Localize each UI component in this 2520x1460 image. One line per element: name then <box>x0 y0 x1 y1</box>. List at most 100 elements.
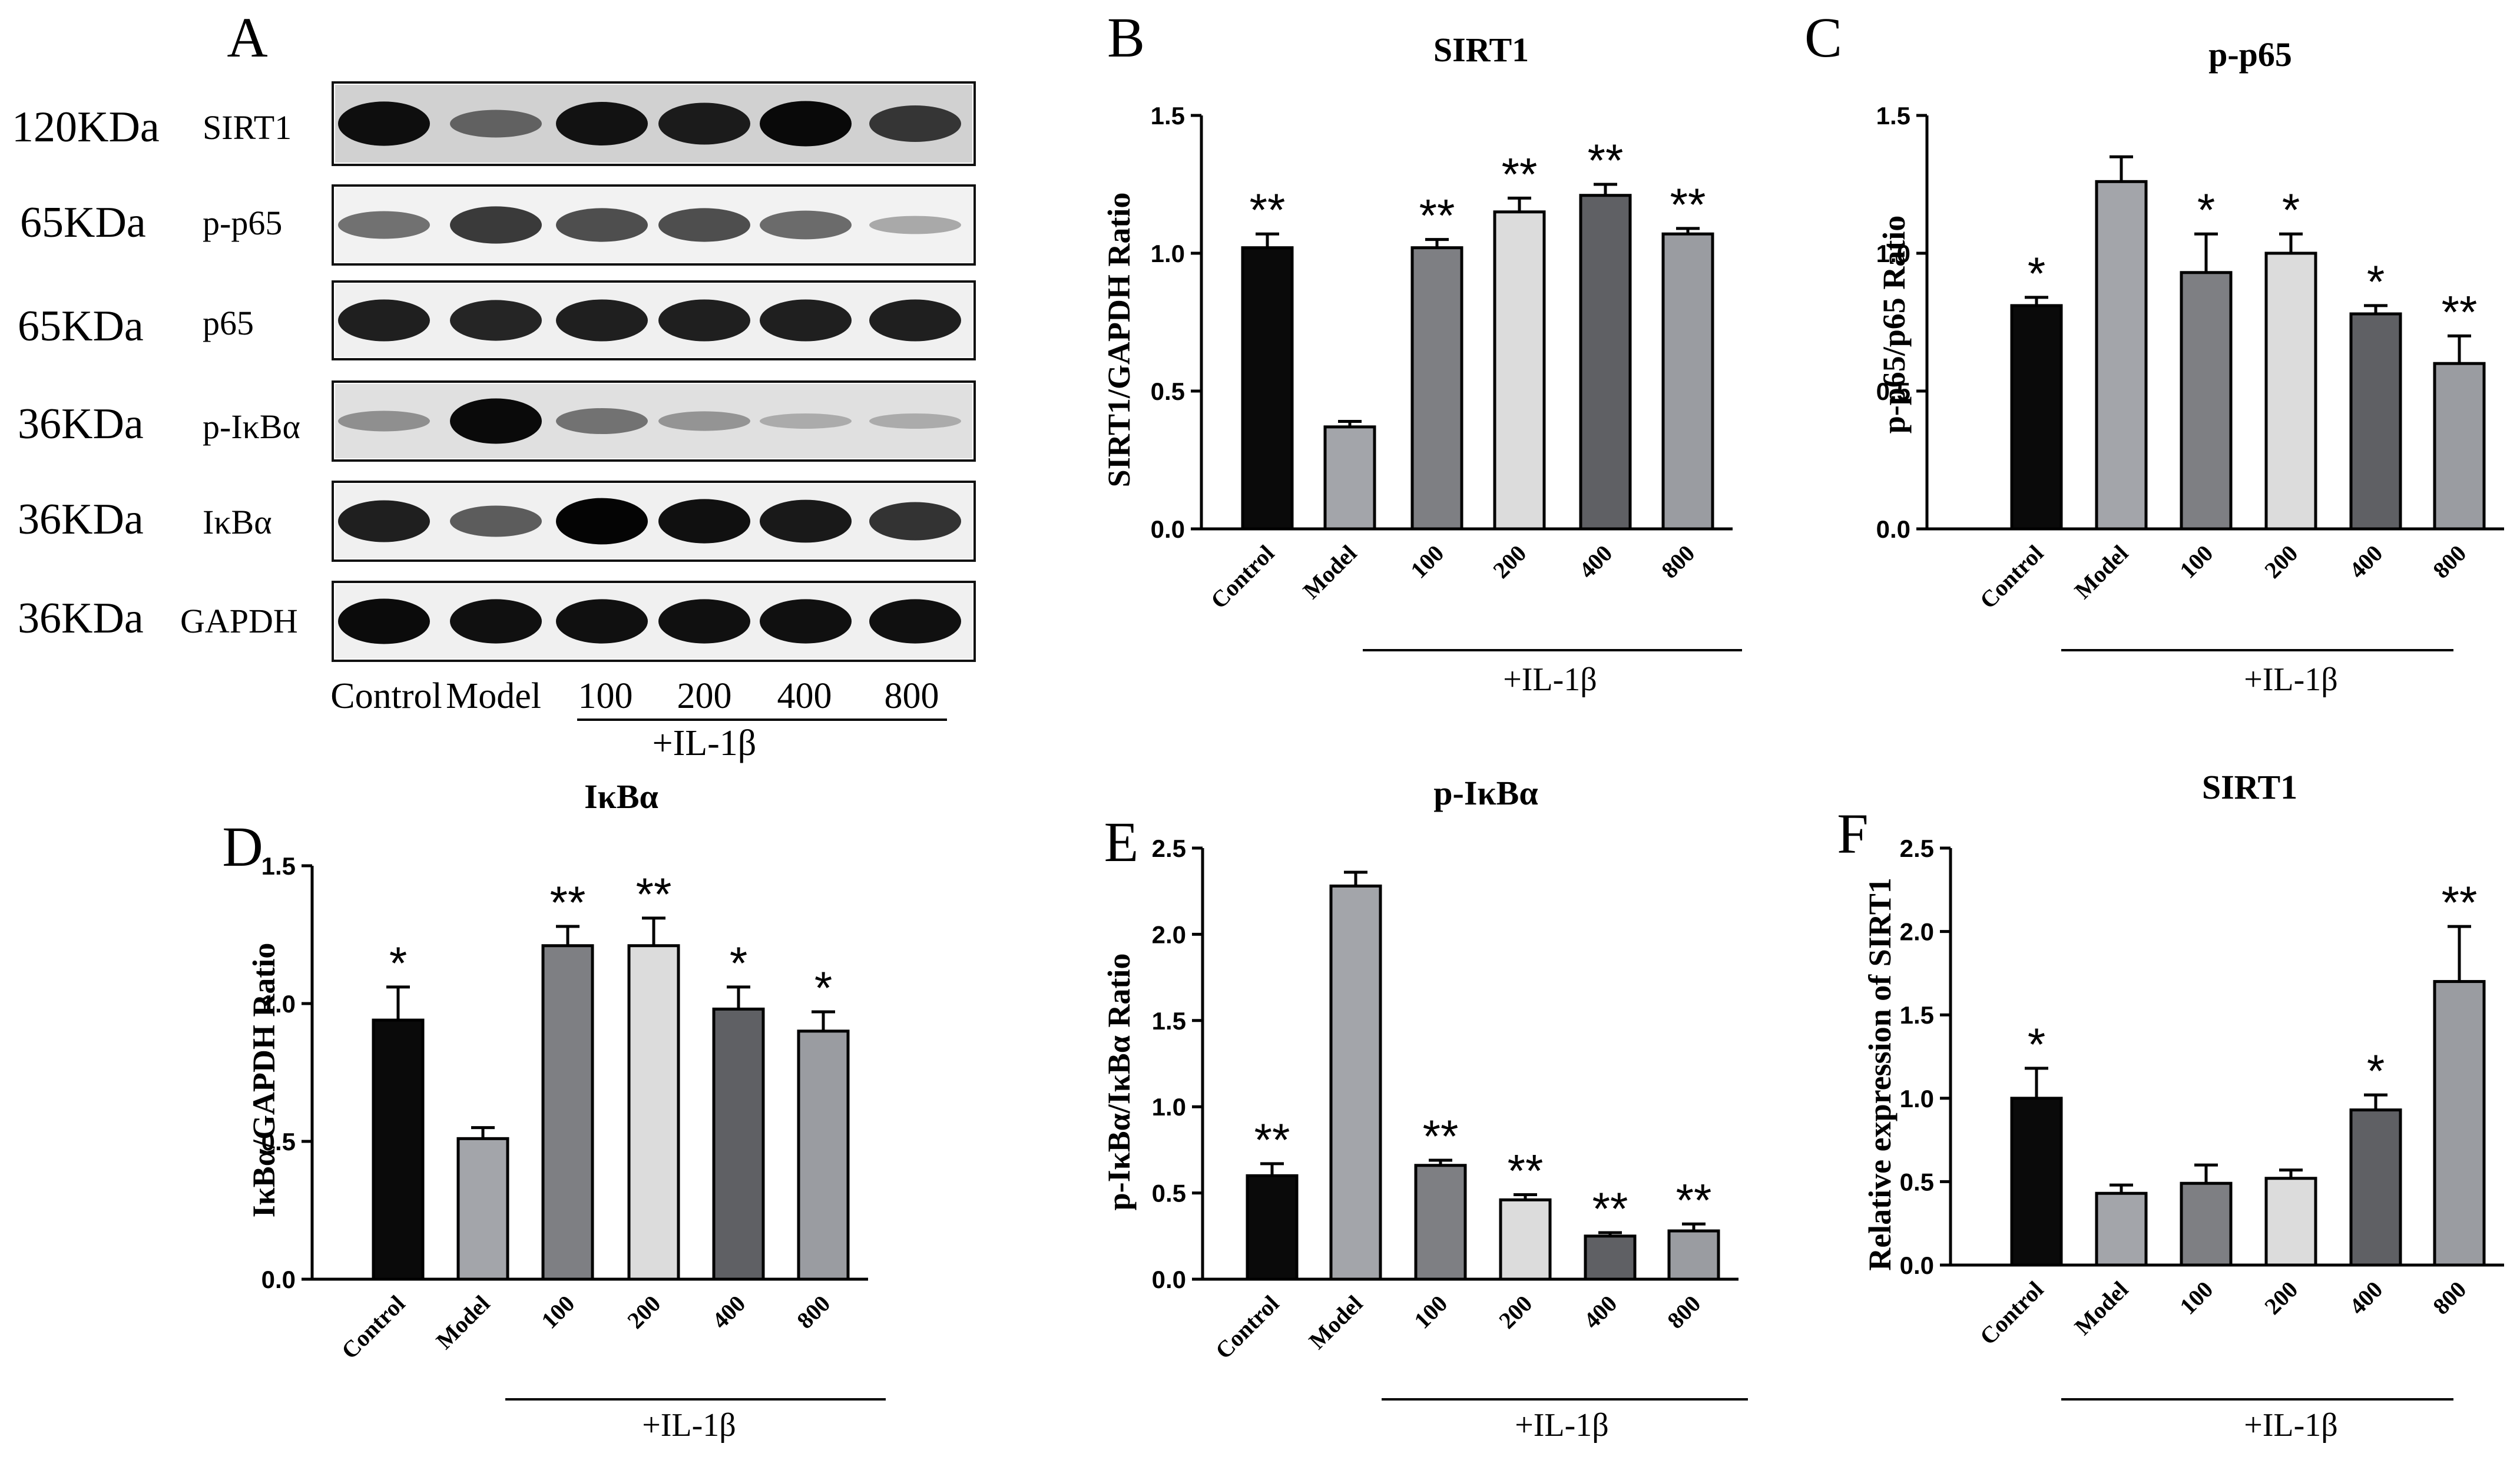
bar <box>1584 1234 1637 1281</box>
blot-band <box>658 499 750 544</box>
chart-title: SIRT1 <box>1433 31 1529 69</box>
bar <box>1499 1198 1552 1281</box>
il1b-group-label: +IL-1β <box>642 1407 736 1444</box>
blot-band <box>869 502 961 541</box>
significance-mark: ** <box>1419 190 1455 241</box>
blot-band <box>556 208 648 242</box>
blot-band <box>450 206 542 244</box>
y-tick-label: 1.5 <box>1151 102 1185 130</box>
significance-mark: ** <box>2442 876 2478 928</box>
bar <box>2010 304 2063 531</box>
il1b-group-label: +IL-1β <box>2244 1407 2338 1444</box>
chart-title: IκBα <box>584 777 658 816</box>
bar <box>372 1018 425 1281</box>
blot-strip <box>332 280 976 360</box>
bar <box>2349 1108 2402 1267</box>
blot-band <box>760 101 852 147</box>
blot-strip <box>332 581 976 662</box>
blot-band <box>556 299 648 342</box>
il1b-group-label: +IL-1β <box>1503 661 1597 698</box>
significance-mark: ** <box>636 868 672 920</box>
significance-mark: * <box>2367 256 2385 307</box>
chart-title: SIRT1 <box>2202 768 2297 806</box>
blot-band <box>338 299 430 342</box>
blot-band <box>338 500 430 542</box>
bar <box>712 1007 765 1281</box>
bar <box>1493 210 1546 531</box>
blot-band <box>869 216 961 234</box>
bar <box>2010 1097 2063 1267</box>
blot-band <box>869 413 961 429</box>
lane-label: 800 <box>885 676 939 716</box>
blot-size-label: 36KDa <box>18 495 144 544</box>
blot-band <box>556 599 648 644</box>
blot-band <box>658 299 750 342</box>
blot-size-label: 120KDa <box>12 103 160 151</box>
blot-band <box>658 411 750 431</box>
blot-protein-label: p-p65 <box>203 204 282 242</box>
chart-title: p-p65 <box>2208 35 2292 74</box>
bar <box>2095 180 2148 531</box>
significance-mark: * <box>2028 1018 2045 1070</box>
blot-background <box>335 85 972 163</box>
y-tick-label: 0.5 <box>1152 1180 1186 1207</box>
chart-panel-f: F SIRT1 Relative expression of SIRT1 +IL… <box>1837 768 2504 1444</box>
significance-mark: ** <box>1423 1110 1459 1162</box>
blot-background <box>335 284 972 357</box>
bar <box>2433 362 2486 531</box>
blot-band <box>760 210 852 240</box>
blot-band <box>869 105 961 142</box>
bar <box>1414 1164 1467 1281</box>
blot-band <box>556 498 648 545</box>
chart-panel-b: B SIRT1 SIRT1/GAPDH Ratio +IL-1β 0.0 0.5 1… <box>1101 6 1742 698</box>
bar <box>1667 1229 1720 1281</box>
bar <box>1661 232 1714 531</box>
blot-band <box>556 408 648 434</box>
significance-mark: ** <box>1502 148 1538 200</box>
significance-mark: ** <box>2442 286 2478 337</box>
blot-band <box>556 102 648 145</box>
y-tick-label: 1.5 <box>1900 1001 1934 1029</box>
blot-protein-label: IκBα <box>203 503 272 541</box>
blot-band <box>869 599 961 644</box>
significance-mark: ** <box>1508 1145 1544 1197</box>
y-tick-label: 1.0 <box>261 990 296 1018</box>
blot-strip <box>332 481 976 562</box>
bar <box>627 944 680 1281</box>
significance-mark: * <box>2197 184 2215 236</box>
y-tick-label: 0.0 <box>1876 515 1910 543</box>
panel-letter-e: E <box>1104 810 1139 873</box>
blot-background <box>335 484 972 558</box>
blot-size-label: 36KDa <box>18 594 144 643</box>
blot-band <box>658 102 750 145</box>
chart-marks: 0.00.51.01.52.02.5*Control Model 100 200*40… <box>1900 835 2504 1401</box>
blot-strip <box>332 380 976 462</box>
y-tick-label: 0.5 <box>261 1128 296 1156</box>
bar <box>1241 246 1294 531</box>
blot-band <box>760 413 852 429</box>
blot-band <box>450 110 542 138</box>
bar <box>2264 251 2317 531</box>
significance-mark: ** <box>1254 1114 1290 1166</box>
blot-band <box>338 410 430 432</box>
blot-band <box>450 300 542 341</box>
blot-size-label: 36KDa <box>18 400 144 448</box>
il1b-group-label: +IL-1β <box>653 723 757 763</box>
blot-band <box>760 499 852 543</box>
blot-strip <box>332 81 976 166</box>
bar <box>456 1137 509 1281</box>
significance-mark: * <box>814 962 832 1014</box>
y-axis-label: SIRT1/GAPDH Ratio <box>1101 193 1137 488</box>
y-tick-label: 2.0 <box>1152 921 1186 948</box>
y-tick-label: 1.0 <box>1900 1085 1934 1113</box>
y-axis-label: Relative expression of SIRT1 <box>1862 878 1898 1271</box>
significance-mark: ** <box>1670 178 1706 230</box>
blot-protein-label: GAPDH <box>180 602 298 640</box>
blot-strip <box>332 184 976 266</box>
chart-marks: 0.00.51.01.5**Control Model**100**200**40… <box>1151 102 1742 651</box>
significance-mark: ** <box>1592 1183 1628 1234</box>
il1b-group-label: +IL-1β <box>2244 661 2338 698</box>
bar <box>541 944 594 1281</box>
y-axis-label: p-IκBα/IκBα Ratio <box>1101 954 1137 1211</box>
